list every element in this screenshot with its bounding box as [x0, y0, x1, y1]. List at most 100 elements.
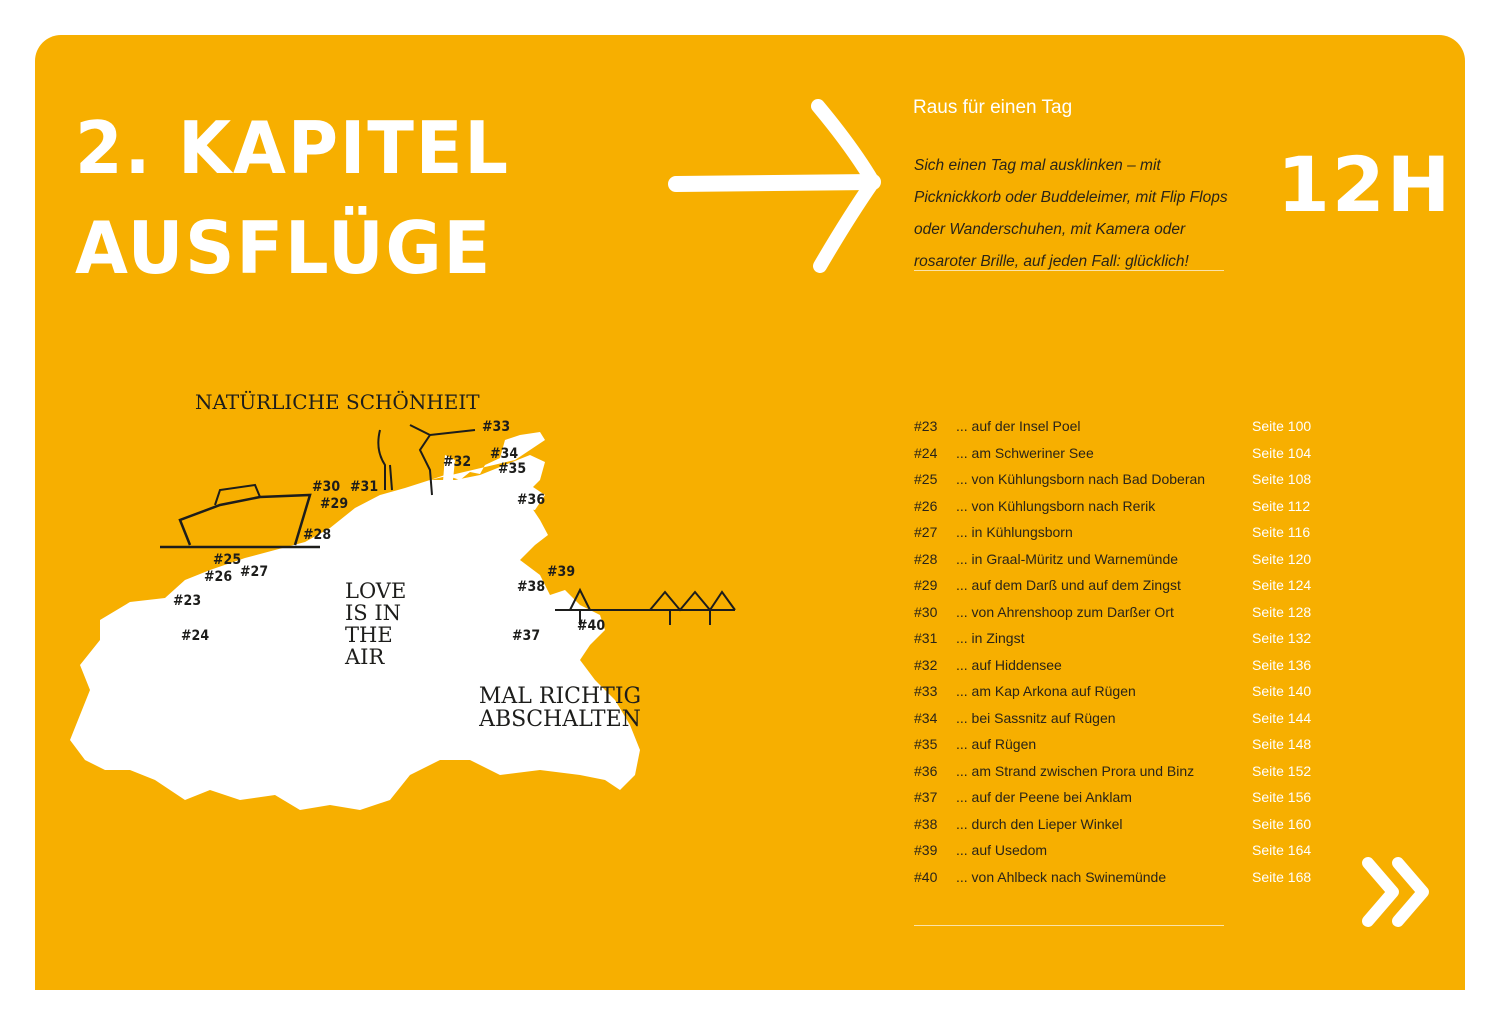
- map-marker[interactable]: #30: [312, 479, 341, 495]
- entry-page: Seite 132: [1252, 630, 1312, 647]
- map-marker[interactable]: #35: [498, 461, 527, 477]
- entry-page: Seite 136: [1252, 656, 1312, 673]
- entry-name: ... von Ahrenshoop zum Darßer Ort: [956, 603, 1174, 620]
- map-marker[interactable]: #31: [350, 479, 379, 495]
- entry-number: #30: [914, 603, 938, 620]
- ship-icon: [160, 483, 320, 549]
- entry-number: #36: [914, 762, 938, 779]
- divider: [914, 925, 1224, 926]
- entry-page: Seite 112: [1252, 497, 1311, 514]
- entry-page: Seite 124: [1252, 577, 1312, 594]
- entry-page: Seite 152: [1252, 762, 1312, 779]
- map-marker[interactable]: #26: [204, 569, 233, 585]
- map-marker[interactable]: #37: [512, 628, 541, 644]
- list-item[interactable]: #26 ... von Kühlungsborn nach Rerik Seite …: [914, 493, 1314, 520]
- list-item[interactable]: #29 ... auf dem Darß und auf dem Zingst Se…: [914, 572, 1314, 599]
- map-marker[interactable]: #29: [320, 496, 349, 512]
- entry-name: ... auf der Insel Poel: [956, 418, 1081, 435]
- list-item[interactable]: #37 ... auf der Peene bei Anklam Seite 156: [914, 784, 1314, 811]
- entry-page: Seite 104: [1252, 444, 1312, 461]
- map-marker[interactable]: #32: [443, 454, 472, 470]
- list-item[interactable]: #40 ... von Ahlbeck nach Swinemünde Seite …: [914, 864, 1314, 891]
- entry-page: Seite 100: [1252, 418, 1312, 435]
- list-item[interactable]: #24 ... am Schweriner See Seite 104: [914, 440, 1314, 467]
- entry-name: ... auf Rügen: [956, 736, 1037, 753]
- map-marker[interactable]: #36: [517, 492, 546, 508]
- map-marker[interactable]: #24: [181, 628, 210, 644]
- region-map: Natürliche Schönheit Love is in the air …: [60, 380, 760, 830]
- map-shape: [70, 432, 640, 810]
- entry-page: Seite 128: [1252, 603, 1312, 620]
- list-item[interactable]: #28 ... in Graal-Müritz und Warnemünde Sei…: [914, 546, 1314, 573]
- entry-number: #28: [914, 550, 938, 567]
- map-marker[interactable]: #33: [482, 419, 511, 435]
- double-chevron-right-icon[interactable]: [1360, 855, 1435, 930]
- entry-name: ... am Schweriner See: [956, 444, 1094, 461]
- entry-page: Seite 144: [1252, 709, 1312, 726]
- map-marker[interactable]: #38: [517, 579, 546, 595]
- entry-name: ... von Ahlbeck nach Swinemünde: [956, 868, 1167, 885]
- map-marker[interactable]: #23: [173, 593, 202, 609]
- entry-name: ... von Kühlungsborn nach Rerik: [956, 497, 1156, 514]
- entry-number: #31: [914, 630, 938, 647]
- entry-name: ... von Kühlungsborn nach Bad Doberan: [956, 471, 1206, 488]
- divider: [914, 270, 1224, 271]
- arrow-right-icon: [668, 99, 881, 273]
- entry-name: ... auf Hiddensee: [956, 656, 1062, 673]
- map-marker[interactable]: #28: [303, 527, 332, 543]
- entry-number: #39: [914, 842, 938, 859]
- entry-number: #23: [914, 418, 938, 435]
- entry-number: #40: [914, 868, 938, 885]
- entry-name: ... auf dem Darß und auf dem Zingst: [956, 577, 1181, 594]
- entry-page: Seite 148: [1252, 736, 1312, 753]
- map-marker[interactable]: #39: [547, 564, 576, 580]
- entry-name: ... am Kap Arkona auf Rügen: [956, 683, 1136, 700]
- entry-name: ... in Zingst: [956, 630, 1025, 647]
- list-item[interactable]: #39 ... auf Usedom Seite 164: [914, 837, 1314, 864]
- entry-name: ... auf der Peene bei Anklam: [956, 789, 1132, 806]
- list-item[interactable]: #34 ... bei Sassnitz auf Rügen Seite 144: [914, 705, 1314, 732]
- entry-number: #35: [914, 736, 938, 753]
- pier-icon: [555, 587, 736, 625]
- crane-birds-icon: [377, 424, 476, 496]
- entry-number: #38: [914, 815, 938, 832]
- entry-number: #32: [914, 656, 938, 673]
- list-item[interactable]: #30 ... von Ahrenshoop zum Darßer Ort Seit…: [914, 599, 1314, 626]
- entry-page: Seite 156: [1252, 789, 1312, 806]
- section-subtitle: Raus für einen Tag: [913, 97, 1073, 118]
- map-marker[interactable]: #27: [240, 564, 269, 580]
- entry-name: ... bei Sassnitz auf Rügen: [956, 709, 1116, 726]
- entry-number: #26: [914, 497, 938, 514]
- list-item[interactable]: #33 ... am Kap Arkona auf Rügen Seite 140: [914, 678, 1314, 705]
- entry-number: #24: [914, 444, 938, 461]
- annotation-relax: Mal richtig abschalten: [478, 684, 642, 733]
- list-item[interactable]: #36 ... am Strand zwischen Prora und Binz…: [914, 758, 1314, 785]
- entry-name: ... durch den Lieper Winkel: [956, 815, 1123, 832]
- annotation-love: Love is in the air: [345, 579, 407, 670]
- chapter-title: 2. KAPITEL AUSFLÜGE: [75, 98, 510, 298]
- excursion-list: #23 ... auf der Insel Poel Seite 100 #24...…: [914, 413, 1314, 890]
- intro-text: Sich einen Tag mal ausklinken – mit Pick…: [914, 157, 1228, 270]
- entry-page: Seite 116: [1252, 524, 1311, 541]
- chapter-number: 2. KAPITEL: [75, 106, 510, 190]
- duration-label: 12H: [1277, 140, 1453, 229]
- list-item[interactable]: #31 ... in Zingst Seite 132: [914, 625, 1314, 652]
- entry-name: ... auf Usedom: [956, 842, 1048, 859]
- annotation-nature: Natürliche Schönheit: [195, 390, 480, 414]
- entry-number: #29: [914, 577, 938, 594]
- list-item[interactable]: #38 ... durch den Lieper Winkel Seite 160: [914, 811, 1314, 838]
- entry-page: Seite 120: [1252, 550, 1312, 567]
- list-item[interactable]: #35 ... auf Rügen Seite 148: [914, 731, 1314, 758]
- entry-name: ... am Strand zwischen Prora und Binz: [956, 762, 1195, 779]
- list-item[interactable]: #32 ... auf Hiddensee Seite 136: [914, 652, 1314, 679]
- map-marker[interactable]: #25: [213, 552, 242, 568]
- entry-number: #37: [914, 789, 938, 806]
- map-marker[interactable]: #40: [577, 618, 606, 634]
- list-item[interactable]: #27 ... in Kühlungsborn Seite 116: [914, 519, 1314, 546]
- entry-number: #33: [914, 683, 938, 700]
- entry-name: ... in Kühlungsborn: [956, 524, 1073, 541]
- list-item[interactable]: #25 ... von Kühlungsborn nach Bad Doberan…: [914, 466, 1314, 493]
- map-marker[interactable]: #34: [490, 446, 519, 462]
- entry-name: ... in Graal-Müritz und Warnemünde: [956, 550, 1179, 567]
- list-item[interactable]: #23 ... auf der Insel Poel Seite 100: [914, 413, 1314, 440]
